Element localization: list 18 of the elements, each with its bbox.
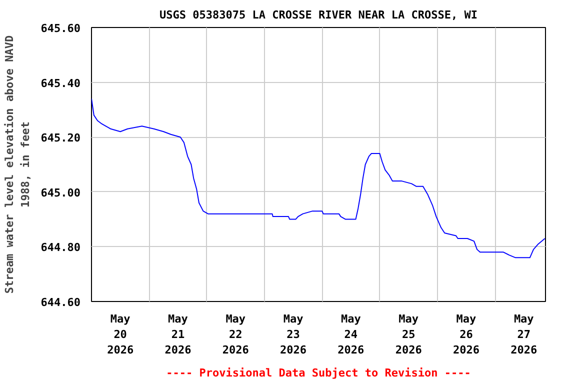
x-tick-label: May 27 2026 (510, 312, 538, 357)
text: ---- Provisional Data Subject to Revision ---- (166, 366, 471, 380)
y-tick-label: 644.80 (40, 241, 81, 254)
y-tick-label: 645.60 (40, 22, 81, 35)
x-tick-label: May 24 2026 (338, 312, 365, 357)
y-tick-label: 645.40 (40, 76, 81, 90)
x-tick-label: May 21 2026 (164, 312, 192, 357)
x-tick-label: May 26 2026 (452, 312, 480, 357)
y-tick-label: 644.60 (40, 296, 81, 309)
y-axis-title: Stream water level elevation above NAVD 1988, in feet (3, 34, 32, 294)
x-tick-label: May 23 2026 (280, 312, 307, 357)
y-tick-label: 645.20 (40, 132, 81, 145)
x-tick-label: May 20 2026 (107, 312, 134, 357)
x-tick-label: May 25 2026 (395, 312, 422, 357)
chart-title: USGS 05383075 LA CROSSE RIVER NEAR LA CROSSE, WI (160, 8, 478, 22)
x-tick-label: May 22 2026 (222, 312, 250, 357)
line-series (92, 98, 546, 258)
y-tick-label: 645.00 (40, 186, 81, 200)
